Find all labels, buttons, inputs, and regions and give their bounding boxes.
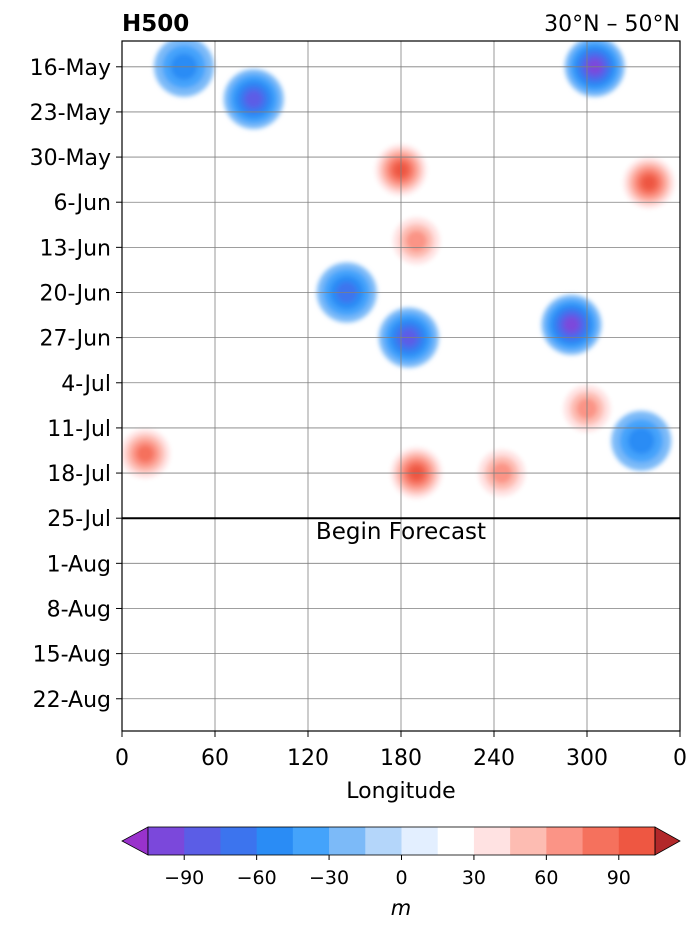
y-tick-label: 22-Aug <box>33 688 111 713</box>
colorbar-segment <box>292 827 330 855</box>
colorbar-tick-label: −90 <box>164 867 204 889</box>
y-tick-label: 4-Jul <box>61 372 111 397</box>
x-tick-label: 180 <box>380 746 422 771</box>
y-tick-label: 27-Jun <box>39 327 111 352</box>
x-tick-label: 300 <box>566 746 608 771</box>
colorbar-segment <box>329 827 366 855</box>
colorbar-extend-high <box>654 826 681 856</box>
colorbar-segment <box>618 827 656 855</box>
y-tick-label: 16-May <box>30 56 111 81</box>
colorbar-tick-label: 30 <box>462 867 486 889</box>
chart-title: H500 <box>122 11 189 37</box>
colorbar-segment <box>582 827 620 855</box>
y-tick-label: 15-Aug <box>33 643 111 668</box>
y-tick-label: 18-Jul <box>47 462 111 487</box>
colorbar-extend-low <box>121 826 149 856</box>
x-tick-label: 120 <box>287 746 329 771</box>
x-axis-label: Longitude <box>346 779 455 804</box>
y-tick-label: 23-May <box>30 101 111 126</box>
colorbar-tick-label: 0 <box>395 867 407 889</box>
y-tick-label: 8-Aug <box>47 597 111 622</box>
y-tick-label: 1-Aug <box>47 552 111 577</box>
x-tick-label: 0 <box>673 746 687 771</box>
colorbar-segment <box>184 827 221 855</box>
anomaly-feature <box>541 294 602 355</box>
y-tick-label: 20-Jun <box>39 281 111 306</box>
colorbar-segment <box>401 827 439 855</box>
colorbar-segment <box>546 827 584 855</box>
forecast-annotation: Begin Forecast <box>316 519 486 545</box>
y-tick-label: 30-May <box>30 146 111 171</box>
anomaly-feature <box>611 410 672 471</box>
colorbar-segment <box>473 827 511 855</box>
colorbar-segment <box>365 827 402 855</box>
anomaly-feature <box>223 69 284 130</box>
colorbar-tick-label: 60 <box>534 867 558 889</box>
plot-area: Begin Forecast <box>121 40 681 732</box>
colorbar-segment <box>437 827 475 855</box>
chart-subtitle: 30°N – 50°N <box>544 12 680 37</box>
y-axis: 16-May 23-May 30-May 6-Jun 13-Jun 20-Jun 27-Ju… <box>30 56 122 713</box>
anomaly-feature <box>386 210 447 271</box>
colorbar-tick-label: −30 <box>309 867 349 889</box>
colorbar-segment <box>220 827 258 855</box>
y-tick-label: 13-Jun <box>39 236 111 261</box>
y-tick-label: 11-Jul <box>47 417 111 442</box>
x-tick-label: 240 <box>473 746 515 771</box>
x-tick-label: 0 <box>115 746 129 771</box>
y-tick-label: 25-Jul <box>47 507 111 532</box>
colorbar-segment <box>510 827 547 855</box>
x-axis: 0 60 120 180 240 300 0 <box>115 731 687 771</box>
anomaly-feature <box>154 41 214 97</box>
colorbar-tick-label: −60 <box>237 867 277 889</box>
anomaly-feature <box>122 423 176 484</box>
anomaly-feature <box>619 152 679 213</box>
colorbar-segment <box>148 827 185 855</box>
colorbar-tick-label: 90 <box>607 867 631 889</box>
y-tick-label: 6-Jun <box>53 191 111 216</box>
colorbar-label: m <box>391 896 411 920</box>
colorbar: −90 −60 −30 0 30 60 90 <box>121 826 681 889</box>
colorbar-segment <box>256 827 294 855</box>
x-tick-label: 60 <box>201 746 229 771</box>
